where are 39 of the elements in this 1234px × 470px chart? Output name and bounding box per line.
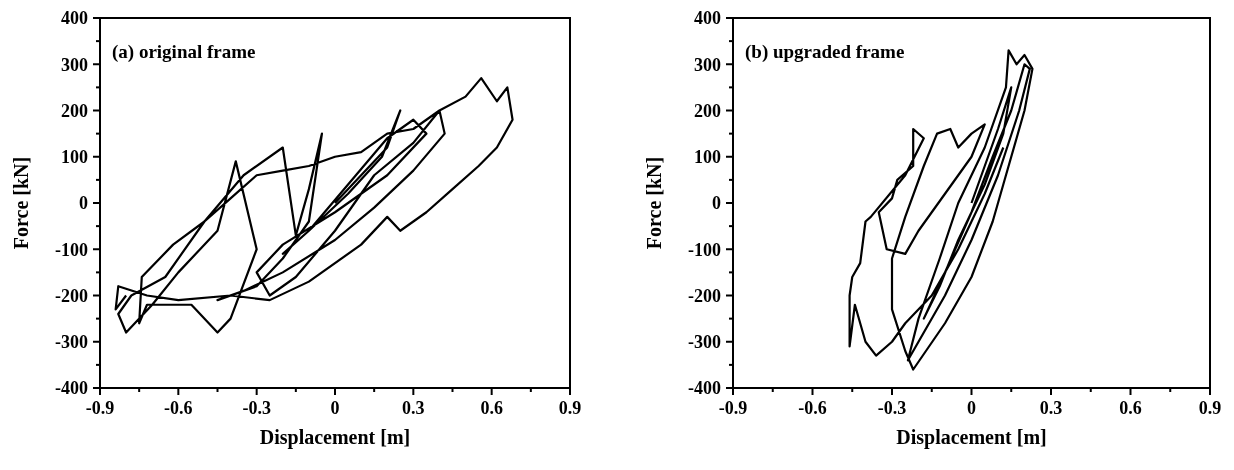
y-tick-label: 300 (61, 54, 88, 75)
x-tick-label: -0.9 (85, 398, 115, 418)
y-tick-label: -400 (688, 378, 721, 399)
x-tick-label: 0 (967, 398, 976, 418)
y-tick-label: -400 (55, 378, 88, 399)
text: (b) upgraded frame (745, 41, 905, 63)
y-tick-label: 300 (694, 54, 721, 75)
x-tick-label: 0.3 (402, 398, 425, 418)
x-tick-label: 0.9 (558, 398, 582, 418)
x-tick-label: -0.3 (242, 398, 271, 418)
y-tick-label: 400 (694, 8, 721, 29)
x-tick-label: 0 (330, 398, 340, 418)
y-tick-label: 0 (712, 193, 721, 214)
x-axis-title: Displacement [m] (896, 426, 1047, 449)
y-tick-label: -200 (688, 285, 721, 306)
y-tick-label: 200 (694, 100, 721, 121)
x-tick-label: 0.3 (1039, 398, 1063, 418)
y-tick-label: -300 (55, 332, 88, 353)
y-axis-title: Force [kN] (10, 156, 32, 250)
x-tick-label: 0.6 (480, 398, 503, 418)
x-tick-label: -0.6 (798, 398, 827, 418)
line-series (114, 77, 514, 334)
y-tick-label: 200 (61, 100, 88, 121)
x-tick-label: -0.6 (164, 398, 193, 418)
y-tick-label: 100 (61, 147, 88, 168)
y-tick-label: 0 (79, 193, 88, 214)
x-tick-label: 0.9 (1198, 398, 1222, 418)
text: (a) original frame (112, 41, 256, 63)
y-axis-title: Force [kN] (643, 156, 665, 250)
y-tick-label: 400 (61, 8, 88, 29)
y-tick-label: -100 (688, 239, 721, 260)
y-tick-label: -300 (688, 332, 721, 353)
x-axis-title: Displacement [m] (259, 426, 411, 449)
y-tick-label: 100 (694, 147, 721, 168)
y-tick-label: -200 (55, 285, 88, 306)
x-tick-label: -0.9 (718, 398, 748, 418)
x-tick-label: 0.6 (1119, 398, 1142, 418)
x-tick-label: -0.3 (877, 398, 907, 418)
y-tick-label: -100 (55, 239, 88, 260)
